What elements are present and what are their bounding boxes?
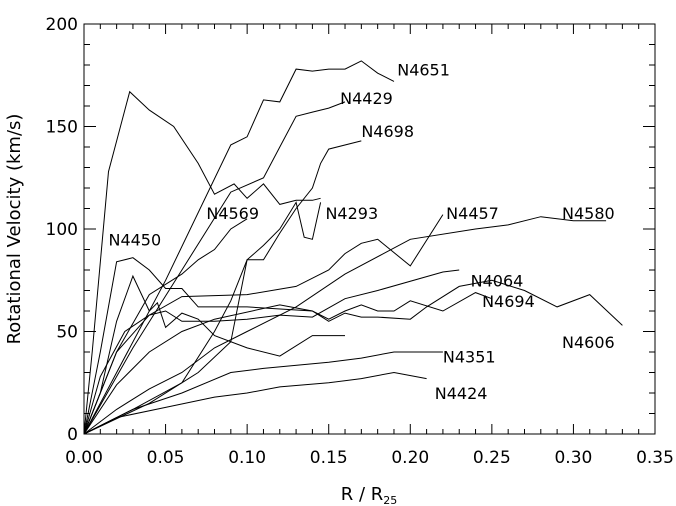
curve-n4450 [83,90,321,435]
curve-n4293 [83,201,322,435]
curve-n4694 [83,292,493,435]
y-tick-label: 50 [56,323,78,343]
x-tick-label: 0.25 [473,448,511,468]
rotation-curves [83,60,623,435]
curve-n4064 [83,269,460,435]
curve-n4569 [83,218,248,435]
curve-n4651 [83,60,395,435]
plot-frame [83,23,656,435]
x-tick-label: 0.15 [310,448,348,468]
x-tick-label: 0.00 [65,448,103,468]
y-tick-label: 150 [46,118,78,138]
curve-n4580 [83,216,607,435]
curve-label-n4429: N4429 [340,89,393,108]
curve-n4698 [83,140,362,435]
x-tick-label: 0.05 [147,448,185,468]
curve-label-n4293: N4293 [325,204,378,223]
y-tick-label: 100 [46,220,78,240]
curve-n4429 [83,101,346,435]
curve-label-n4698: N4698 [361,122,414,141]
y-tick-label: 200 [46,15,78,35]
curve-n4351 [83,351,443,435]
curve-label-n4424: N4424 [435,384,488,403]
curve-label-n4064: N4064 [471,271,524,290]
axis-ticks [83,23,656,435]
x-tick-label: 0.20 [391,448,429,468]
curve-label-n4580: N4580 [562,204,615,223]
curve-n4606 [83,257,623,435]
x-tick-label: 0.10 [228,448,266,468]
curve-unlabeled-13 [83,274,345,435]
curve-label-n4351: N4351 [443,347,496,366]
x-tick-label: 0.30 [554,448,592,468]
axis-tick-labels: 0.00 0.05 0.10 0.15 0.20 0.25 0.30 0.35 0 50 100 15… [46,15,674,468]
curve-label-n4694: N4694 [482,292,535,311]
curve-n4457 [83,214,444,435]
y-axis-title: Rotational Velocity (km/s) [4,114,25,345]
curve-label-n4569: N4569 [206,204,259,223]
x-axis-title: R / R25 [341,484,398,506]
x-axis-title-subscript: 25 [383,494,397,506]
y-tick-label: 0 [67,425,78,445]
curve-label-n4457: N4457 [446,204,499,223]
curve-n4424 [83,371,427,435]
x-tick-label: 0.35 [636,448,674,468]
curve-label-n4606: N4606 [562,333,615,352]
curve-label-n4450: N4450 [108,230,161,249]
curve-label-n4651: N4651 [397,60,450,79]
